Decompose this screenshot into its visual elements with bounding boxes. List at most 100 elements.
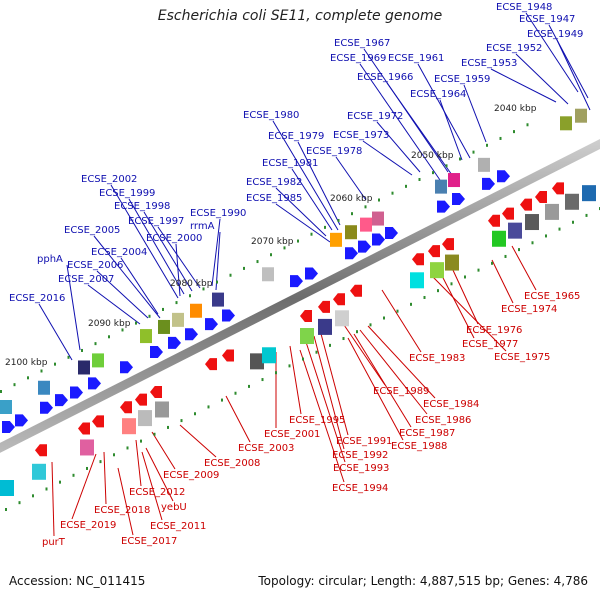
gene-block[interactable] bbox=[140, 329, 152, 344]
gene-block[interactable] bbox=[360, 217, 372, 232]
gene-block[interactable] bbox=[445, 254, 459, 271]
gene-label[interactable]: ECSE_1981 bbox=[262, 158, 318, 169]
gene-arrow[interactable] bbox=[482, 177, 495, 190]
gene-label[interactable]: ECSE_1990 bbox=[190, 208, 246, 219]
gene-label[interactable]: ECSE_1988 bbox=[391, 441, 447, 452]
gene-block[interactable] bbox=[300, 328, 314, 345]
gene-arrow[interactable] bbox=[437, 200, 450, 213]
gene-label[interactable]: ECSE_2009 bbox=[163, 470, 219, 481]
gene-label[interactable]: ECSE_1966 bbox=[357, 72, 413, 83]
gene-label[interactable]: ECSE_1967 bbox=[334, 38, 390, 49]
gene-arrow[interactable] bbox=[358, 240, 371, 253]
gene-arrow[interactable] bbox=[222, 309, 235, 322]
gene-label[interactable]: ECSE_1975 bbox=[494, 352, 550, 363]
gene-label[interactable]: pphA bbox=[37, 254, 63, 265]
gene-label[interactable]: ECSE_1973 bbox=[333, 130, 389, 141]
gene-label[interactable]: ECSE_1999 bbox=[99, 188, 155, 199]
gene-block[interactable] bbox=[38, 380, 50, 395]
gene-label[interactable]: ECSE_1983 bbox=[409, 353, 465, 364]
gene-label[interactable]: ECSE_1989 bbox=[373, 386, 429, 397]
gene-arrow[interactable] bbox=[2, 420, 15, 433]
gene-arrow[interactable] bbox=[78, 422, 90, 435]
gene-label[interactable]: ECSE_1991 bbox=[336, 436, 392, 447]
gene-label[interactable]: ECSE_2011 bbox=[150, 521, 206, 532]
gene-arrow[interactable] bbox=[372, 233, 385, 246]
gene-block[interactable] bbox=[372, 211, 384, 226]
gene-label[interactable]: ECSE_1984 bbox=[423, 399, 479, 410]
gene-block[interactable] bbox=[565, 193, 579, 210]
gene-arrow[interactable] bbox=[552, 182, 564, 195]
gene-label[interactable]: ECSE_1947 bbox=[519, 14, 575, 25]
gene-arrow[interactable] bbox=[70, 386, 83, 399]
gene-block[interactable] bbox=[80, 439, 94, 456]
gene-label[interactable]: ECSE_1978 bbox=[306, 146, 362, 157]
gene-label[interactable]: ECSE_1976 bbox=[466, 325, 522, 336]
gene-label[interactable]: ECSE_1974 bbox=[501, 304, 557, 315]
gene-label[interactable]: purT bbox=[42, 537, 66, 548]
gene-block[interactable] bbox=[410, 272, 424, 289]
gene-arrow[interactable] bbox=[502, 207, 514, 220]
gene-arrow[interactable] bbox=[488, 214, 500, 227]
gene-label[interactable]: ECSE_2004 bbox=[91, 247, 147, 258]
gene-arrow[interactable] bbox=[185, 328, 198, 341]
gene-arrow[interactable] bbox=[535, 190, 547, 203]
gene-label[interactable]: ECSE_2003 bbox=[238, 443, 294, 454]
gene-arrow[interactable] bbox=[88, 377, 101, 390]
gene-block[interactable] bbox=[262, 347, 276, 364]
gene-arrow[interactable] bbox=[428, 245, 440, 258]
gene-label[interactable]: rrmA bbox=[190, 221, 215, 232]
gene-block[interactable] bbox=[122, 418, 136, 435]
gene-arrow[interactable] bbox=[205, 318, 218, 331]
gene-label[interactable]: ECSE_2000 bbox=[146, 233, 202, 244]
gene-block[interactable] bbox=[212, 292, 224, 307]
gene-arrow[interactable] bbox=[40, 401, 53, 414]
gene-label[interactable]: ECSE_1959 bbox=[434, 74, 490, 85]
gene-label[interactable]: ECSE_1993 bbox=[333, 463, 389, 474]
gene-block[interactable] bbox=[318, 318, 332, 335]
gene-block[interactable] bbox=[92, 353, 104, 368]
gene-label[interactable]: ECSE_1997 bbox=[128, 216, 184, 227]
gene-block[interactable] bbox=[435, 179, 447, 194]
gene-arrow[interactable] bbox=[497, 170, 510, 183]
gene-arrow[interactable] bbox=[305, 267, 318, 280]
gene-arrow[interactable] bbox=[520, 198, 532, 211]
gene-arrow[interactable] bbox=[452, 193, 465, 206]
gene-block[interactable] bbox=[448, 173, 460, 188]
gene-label[interactable]: ECSE_1972 bbox=[347, 111, 403, 122]
gene-block[interactable] bbox=[262, 267, 274, 282]
gene-block[interactable] bbox=[32, 463, 46, 480]
gene-block[interactable] bbox=[582, 185, 596, 202]
gene-arrow[interactable] bbox=[205, 358, 217, 371]
gene-label[interactable]: ECSE_2016 bbox=[9, 293, 65, 304]
gene-label[interactable]: yebU bbox=[161, 502, 187, 513]
gene-label[interactable]: ECSE_1977 bbox=[462, 339, 518, 350]
gene-label[interactable]: ECSE_1986 bbox=[415, 415, 471, 426]
gene-arrow[interactable] bbox=[442, 238, 454, 251]
gene-arrow[interactable] bbox=[222, 349, 234, 362]
gene-block[interactable] bbox=[0, 400, 12, 414]
gene-arrow[interactable] bbox=[350, 284, 362, 297]
gene-arrow[interactable] bbox=[55, 394, 68, 407]
gene-label[interactable]: ECSE_1953 bbox=[461, 58, 517, 69]
gene-label[interactable]: ECSE_1987 bbox=[399, 428, 455, 439]
gene-arrow[interactable] bbox=[318, 300, 330, 313]
gene-label[interactable]: ECSE_2012 bbox=[129, 487, 185, 498]
gene-block[interactable] bbox=[0, 480, 14, 496]
gene-arrow[interactable] bbox=[120, 361, 133, 374]
gene-label[interactable]: ECSE_1985 bbox=[246, 193, 302, 204]
gene-label[interactable]: ECSE_2017 bbox=[121, 536, 177, 547]
gene-block[interactable] bbox=[78, 360, 90, 375]
gene-arrow[interactable] bbox=[290, 275, 303, 288]
gene-arrow[interactable] bbox=[135, 393, 147, 406]
gene-label[interactable]: ECSE_1964 bbox=[410, 89, 466, 100]
gene-label[interactable]: ECSE_1995 bbox=[289, 415, 345, 426]
gene-block[interactable] bbox=[335, 310, 349, 327]
gene-label[interactable]: ECSE_1949 bbox=[527, 29, 583, 40]
gene-block[interactable] bbox=[172, 312, 184, 327]
gene-label[interactable]: ECSE_1952 bbox=[486, 43, 542, 54]
gene-label[interactable]: ECSE_2001 bbox=[264, 429, 320, 440]
gene-block[interactable] bbox=[430, 262, 444, 279]
gene-block[interactable] bbox=[492, 230, 506, 247]
gene-arrow[interactable] bbox=[92, 415, 104, 428]
gene-label[interactable]: ECSE_2007 bbox=[58, 274, 114, 285]
